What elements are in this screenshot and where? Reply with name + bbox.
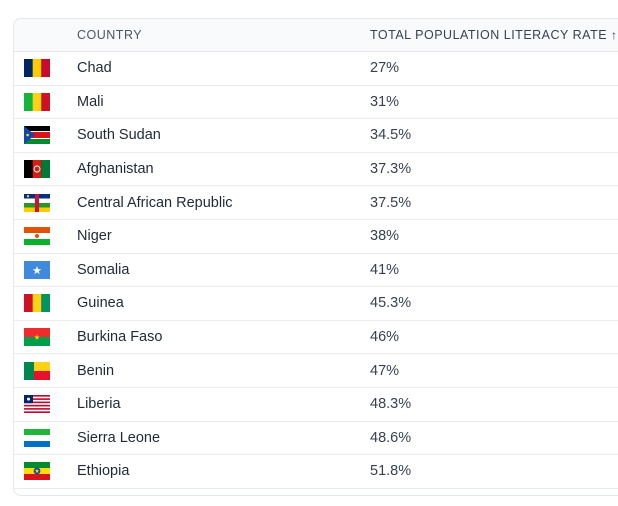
flag-cell	[14, 126, 77, 145]
flag-burkina-faso-icon	[24, 328, 50, 347]
flag-cell	[14, 361, 77, 380]
flag-cell	[14, 92, 77, 111]
table-row[interactable]: Chad 27%	[14, 52, 618, 86]
country-name: Niger	[77, 228, 112, 245]
flag-cell	[14, 395, 77, 414]
table-row[interactable]: Mali 31%	[14, 86, 618, 120]
flag-cell	[14, 59, 77, 78]
literacy-rate: 48.3%	[370, 396, 412, 413]
literacy-rate: 48.6%	[370, 429, 412, 446]
flag-central-african-republic-icon	[24, 193, 50, 212]
literacy-rate: 41%	[370, 261, 400, 278]
flag-afghanistan-icon	[24, 160, 50, 179]
literacy-rate: 34.5%	[370, 127, 412, 144]
country-name: Ethiopia	[77, 463, 130, 480]
table-row[interactable]: Benin 47%	[14, 354, 618, 388]
flag-cell	[14, 193, 77, 212]
flag-ethiopia-icon	[24, 462, 50, 481]
literacy-rate: 31%	[370, 93, 400, 110]
country-name: Somalia	[77, 261, 130, 278]
country-name: Liberia	[77, 396, 121, 413]
country-name: Chad	[77, 60, 112, 77]
flag-benin-icon	[24, 361, 50, 380]
flag-sierra-leone-icon	[24, 428, 50, 447]
literacy-rate-column-header[interactable]: TOTAL POPULATION LITERACY RATE ↑	[370, 28, 618, 42]
table-row[interactable]: Central African Republic 37.5%	[14, 186, 618, 220]
flag-cell	[14, 227, 77, 246]
country-name: Mali	[77, 93, 104, 110]
flag-somalia-icon	[24, 260, 50, 279]
table-row[interactable]: Guinea 45.3%	[14, 287, 618, 321]
flag-guinea-icon	[24, 294, 50, 313]
table-row[interactable]: Niger 38%	[14, 220, 618, 254]
literacy-rate: 27%	[370, 60, 400, 77]
table-row[interactable]: Ethiopia 51.8%	[14, 455, 618, 489]
table-row[interactable]: Burkina Faso 46%	[14, 321, 618, 355]
country-name: Afghanistan	[77, 161, 154, 178]
flag-chad-icon	[24, 59, 50, 78]
flag-cell	[14, 462, 77, 481]
flag-niger-icon	[24, 227, 50, 246]
literacy-rate-header-label: TOTAL POPULATION LITERACY RATE	[370, 28, 608, 42]
table-row[interactable]: Guinea-Bissau52.9%	[14, 489, 618, 495]
literacy-rate: 37.3%	[370, 161, 412, 178]
country-name: South Sudan	[77, 127, 161, 144]
flag-cell	[14, 294, 77, 313]
arrow-up-icon: ↑	[611, 28, 618, 42]
table-body: Chad 27% Mali 31% South Sudan 34.5% Afghanista…	[14, 52, 618, 495]
table-row[interactable]: South Sudan 34.5%	[14, 119, 618, 153]
literacy-rate: 37.5%	[370, 194, 412, 211]
flag-liberia-icon	[24, 395, 50, 414]
country-name: Sierra Leone	[77, 429, 161, 446]
literacy-rate: 46%	[370, 329, 400, 346]
flag-mali-icon	[24, 92, 50, 111]
country-name: Benin	[77, 362, 115, 379]
flag-south-sudan-icon	[24, 126, 50, 145]
table-row[interactable]: Somalia 41%	[14, 254, 618, 288]
literacy-rate: 51.8%	[370, 463, 412, 480]
flag-cell	[14, 160, 77, 179]
literacy-rate: 38%	[370, 228, 400, 245]
flag-cell	[14, 328, 77, 347]
literacy-rate: 47%	[370, 362, 400, 379]
table-row[interactable]: Afghanistan 37.3%	[14, 153, 618, 187]
table-header-row: COUNTRY TOTAL POPULATION LITERACY RATE ↑	[14, 19, 618, 52]
table-row[interactable]: Sierra Leone 48.6%	[14, 422, 618, 456]
literacy-table: COUNTRY TOTAL POPULATION LITERACY RATE ↑ …	[13, 18, 618, 496]
table-row[interactable]: Liberia 48.3%	[14, 388, 618, 422]
country-column-header[interactable]: COUNTRY	[77, 28, 143, 42]
country-name: Central African Republic	[77, 194, 233, 211]
flag-cell	[14, 260, 77, 279]
country-name: Guinea	[77, 295, 124, 312]
literacy-rate: 45.3%	[370, 295, 412, 312]
flag-cell	[14, 428, 77, 447]
country-name: Burkina Faso	[77, 329, 163, 346]
